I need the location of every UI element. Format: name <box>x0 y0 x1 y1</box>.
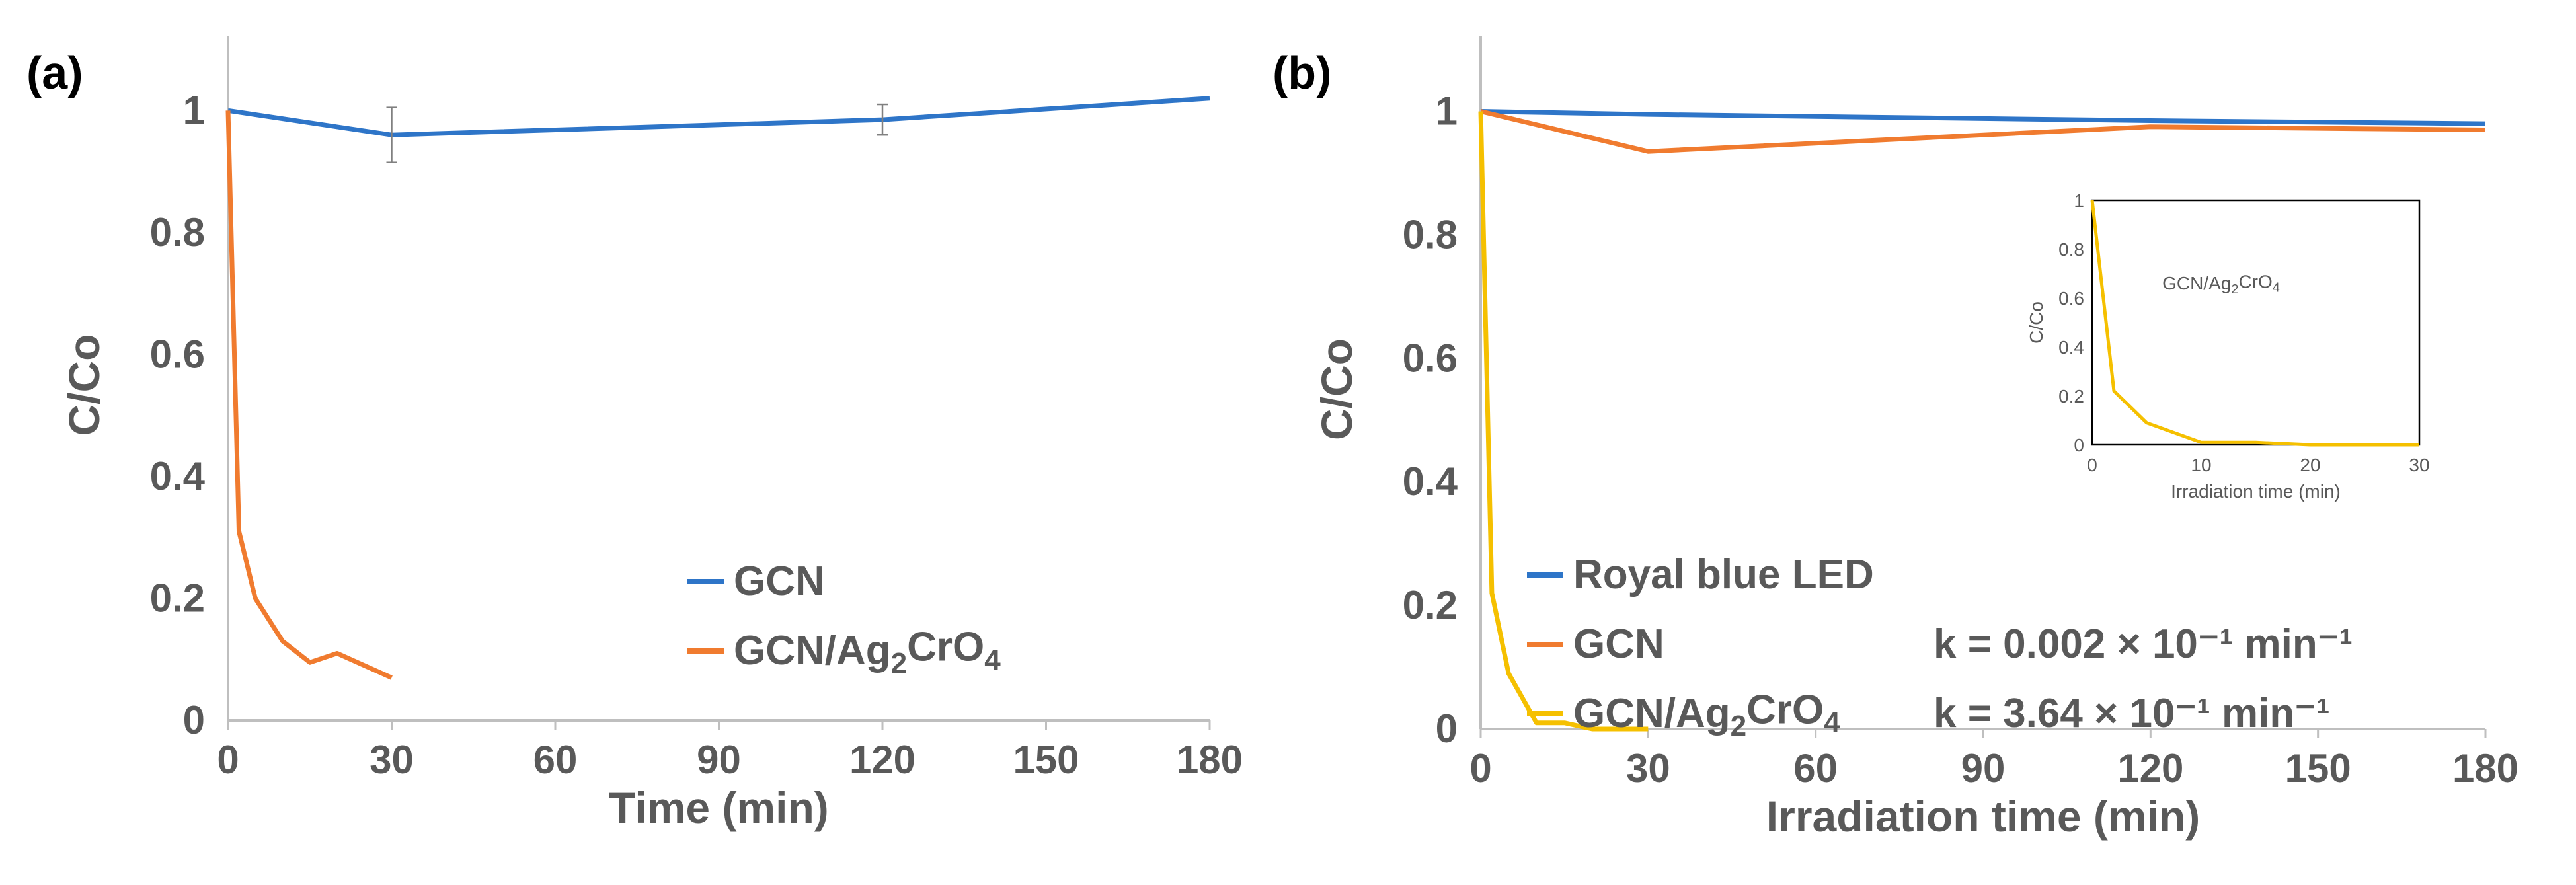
panel-b-label: (b) <box>1272 47 1332 98</box>
x-tick-label: 120 <box>849 738 916 782</box>
panel-a-label: (a) <box>26 47 83 98</box>
inset-x-tick-label: 30 <box>2409 455 2429 475</box>
x-tick-label: 150 <box>1013 738 1079 782</box>
y-tick-label: 0 <box>1436 707 1458 751</box>
y-tick-label: 0.8 <box>1403 212 1458 256</box>
x-tick-label: 150 <box>2285 746 2351 790</box>
y-axis-label: C/Co <box>1312 338 1361 440</box>
y-tick-label: 1 <box>1436 89 1458 133</box>
inset-x-tick-label: 10 <box>2191 455 2211 475</box>
y-tick-label: 0.2 <box>150 576 205 620</box>
inset-y-tick-label: 0.2 <box>2058 386 2084 406</box>
x-tick-label: 120 <box>2117 746 2183 790</box>
inset-y-tick-label: 0 <box>2074 435 2084 455</box>
legend-label: GCN/Ag2CrO4 <box>1573 687 1840 743</box>
y-tick-label: 0.6 <box>1403 336 1458 380</box>
legend-label: GCN <box>1573 621 1664 667</box>
x-tick-label: 30 <box>370 738 414 782</box>
y-tick-label: 0.8 <box>150 210 205 254</box>
x-axis-label: Time (min) <box>609 783 828 832</box>
legend-label: GCN <box>734 558 825 604</box>
y-tick-label: 0.4 <box>150 454 206 498</box>
x-axis-label: Irradiation time (min) <box>1766 792 2200 841</box>
legend-label: GCN/Ag2CrO4 <box>734 625 1001 680</box>
y-tick-label: 0.4 <box>1403 459 1458 504</box>
inset-x-tick-label: 20 <box>2300 455 2320 475</box>
rate-constant-label: k = 3.64 × 10⁻¹ min⁻¹ <box>1933 691 2330 736</box>
x-tick-label: 60 <box>1793 746 1838 790</box>
y-axis-label: C/Co <box>59 334 108 436</box>
x-tick-label: 90 <box>697 738 741 782</box>
x-tick-label: 30 <box>1626 746 1670 790</box>
inset-y-axis-label: C/Co <box>2026 301 2047 344</box>
inset-y-tick-label: 1 <box>2074 190 2084 211</box>
rate-constant-label: k = 0.002 × 10⁻¹ min⁻¹ <box>1933 621 2353 667</box>
inset-frame <box>2091 199 2421 446</box>
inset-y-tick-label: 0.6 <box>2058 288 2084 309</box>
inset-x-axis-label: Irradiation time (min) <box>2171 481 2341 502</box>
series-line-gcn-ag2cro4 <box>225 110 393 680</box>
chart-panel-a: 0 0.2 0.4 0.6 0.8 1 0 30 60 90 120 150 180 Time (min)… <box>59 36 1243 832</box>
series-line-gcn <box>227 96 1210 137</box>
x-tick-label: 180 <box>2452 746 2518 790</box>
y-tick-label: 0 <box>183 698 205 742</box>
inset-x-tick-label: 0 <box>2087 455 2097 475</box>
x-tick-label: 0 <box>217 738 239 782</box>
inset-y-tick-label: 0.8 <box>2058 239 2084 260</box>
inset-annotation: GCN/Ag2CrO4 <box>2162 272 2280 297</box>
legend-label: Royal blue LED <box>1573 552 1874 597</box>
y-tick-label: 1 <box>183 88 205 132</box>
y-tick-label: 0.6 <box>150 332 205 376</box>
x-tick-label: 90 <box>1961 746 2006 790</box>
x-tick-label: 0 <box>1469 746 1491 790</box>
x-tick-label: 180 <box>1177 738 1243 782</box>
x-tick-label: 60 <box>533 738 578 782</box>
chart-panel-b: 00.20.40.60.810 30 60 90 120 150 180Irradiatio… <box>1312 36 2518 841</box>
inset-y-tick-label: 0.4 <box>2058 337 2084 358</box>
inset-series-line <box>2090 200 2419 447</box>
series-line-royal-blue-led <box>1480 109 2486 126</box>
series-line-gcn <box>1480 109 2486 154</box>
y-tick-label: 0.2 <box>1403 583 1458 627</box>
series-line-gcn-ag2cro4 <box>1478 111 1649 732</box>
